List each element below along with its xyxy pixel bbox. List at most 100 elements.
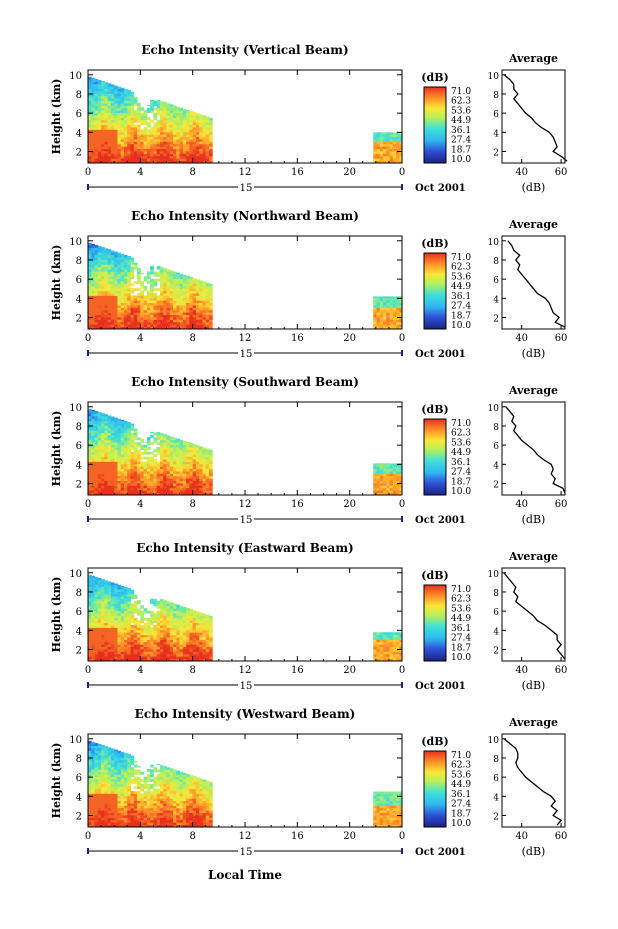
- heatmap-cell: [101, 591, 105, 595]
- heatmap-cell: [91, 598, 95, 602]
- heatmap-cell: [123, 451, 128, 455]
- heatmap-cell: [104, 437, 109, 441]
- heatmap-cell: [163, 478, 167, 482]
- heatmap-cell: [182, 444, 187, 448]
- heatmap-cell: [169, 439, 174, 443]
- heatmap-cell: [182, 143, 187, 147]
- heatmap-cell: [379, 637, 384, 640]
- heatmap-cell: [399, 134, 403, 138]
- heatmap-cell: [101, 326, 105, 330]
- heatmap-cell: [120, 586, 125, 590]
- heatmap-cell: [169, 160, 174, 164]
- heatmap-cell: [169, 119, 174, 123]
- heatmap-cell: [146, 437, 151, 441]
- heatmap-cell: [130, 463, 135, 467]
- heatmap-cell: [88, 295, 92, 299]
- heatmap-cell: [140, 620, 144, 624]
- heatmap-cell: [110, 475, 115, 479]
- heatmap-cell: [169, 326, 174, 330]
- heatmap-cell: [202, 627, 207, 631]
- heatmap-cell: [101, 641, 105, 645]
- heatmap-cell: [88, 610, 92, 614]
- heatmap-cell: [130, 641, 135, 645]
- heatmap-cell: [179, 478, 184, 482]
- heatmap-cell: [97, 601, 102, 604]
- heatmap-cell: [179, 143, 184, 147]
- heatmap-cell: [97, 285, 102, 289]
- heatmap-cell: [107, 91, 112, 94]
- heatmap-cell: [159, 442, 164, 446]
- heatmap-cell: [114, 86, 118, 90]
- heatmap-cell: [94, 437, 99, 441]
- heatmap-cell: [186, 131, 190, 135]
- heatmap-cell: [189, 625, 194, 628]
- heatmap-cell: [169, 620, 174, 624]
- heatmap-cell: [169, 148, 174, 152]
- heatmap-cell: [399, 305, 403, 308]
- heatmap-cell: [202, 447, 207, 450]
- heatmap-cell: [130, 91, 135, 94]
- heatmap-cell: [179, 632, 184, 636]
- heatmap-cell: [101, 317, 105, 320]
- heatmap-cell: [156, 603, 161, 607]
- heatmap-cell: [130, 610, 135, 614]
- heatmap-cell: [107, 134, 112, 138]
- heatmap-cell: [114, 100, 118, 104]
- heatmap-cell: [169, 122, 174, 126]
- heatmap-cell: [176, 317, 180, 320]
- heatmap-cell: [153, 649, 158, 652]
- heatmap-cell: [123, 420, 128, 424]
- heatmap-cell: [94, 245, 99, 248]
- heatmap-cell: [127, 131, 131, 135]
- heatmap-cell: [123, 641, 128, 645]
- heatmap-cell: [379, 487, 384, 491]
- heatmap-cell: [166, 492, 171, 496]
- heatmap-cell: [110, 98, 115, 102]
- heatmap-cell: [156, 288, 161, 292]
- heatmap-cell: [133, 463, 138, 467]
- heatmap-cell: [209, 288, 213, 292]
- heatmap-cell: [101, 437, 105, 441]
- heatmap-cell: [166, 146, 171, 150]
- heatmap-cell: [101, 432, 105, 436]
- heatmap-cell: [379, 324, 384, 328]
- heatmap-cell: [150, 127, 154, 130]
- heatmap-cell: [169, 473, 174, 477]
- heatmap-cell: [376, 644, 381, 648]
- heatmap-cell: [94, 822, 99, 826]
- heatmap-cell: [88, 326, 92, 330]
- heatmap-cell: [199, 447, 203, 450]
- heatmap-cell: [153, 115, 158, 118]
- average-y-tick-label: 8: [493, 589, 499, 599]
- heatmap-cell: [110, 483, 115, 486]
- heatmap-cell: [114, 432, 118, 436]
- heatmap-cell: [114, 444, 118, 448]
- heatmap-cell: [94, 591, 99, 595]
- heatmap-cell: [383, 134, 387, 138]
- heatmap-cell: [94, 326, 99, 330]
- average-y-tick-label: 10: [488, 570, 500, 580]
- heatmap-cell: [209, 155, 213, 159]
- heatmap-cell: [156, 451, 161, 455]
- heatmap-cell: [114, 312, 118, 316]
- heatmap-cell: [186, 321, 190, 325]
- heatmap-cell: [153, 155, 158, 159]
- beam-panel: Echo Intensity (Northward Beam)108642Hei…: [50, 209, 567, 360]
- heatmap-cell: [146, 653, 151, 657]
- heatmap-field: [88, 740, 403, 828]
- heatmap-cell: [120, 620, 125, 624]
- heatmap-cell: [110, 463, 115, 467]
- heatmap-cell: [383, 326, 387, 330]
- heatmap-cell: [182, 606, 187, 609]
- heatmap-cell: [97, 622, 102, 626]
- heatmap-cell: [130, 483, 135, 486]
- heatmap-cell: [94, 771, 99, 775]
- heatmap-cell: [107, 471, 112, 474]
- heatmap-cell: [150, 321, 154, 325]
- heatmap-cell: [120, 276, 125, 280]
- heatmap-cell: [123, 478, 128, 482]
- colorbar-tick-label: 36.1: [451, 458, 471, 468]
- heatmap-cell: [176, 127, 180, 130]
- heatmap-cell: [140, 146, 144, 150]
- heatmap-cell: [166, 649, 171, 652]
